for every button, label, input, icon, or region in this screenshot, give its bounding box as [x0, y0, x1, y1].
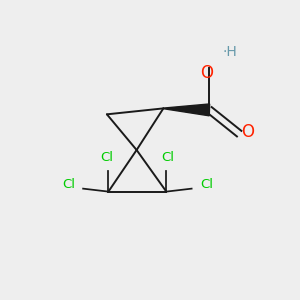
Text: ·H: ·H — [223, 45, 238, 59]
Text: Cl: Cl — [161, 151, 174, 164]
Text: O: O — [201, 64, 214, 82]
Polygon shape — [164, 104, 210, 116]
Text: Cl: Cl — [62, 178, 75, 191]
Text: Cl: Cl — [200, 178, 213, 191]
Text: Cl: Cl — [100, 151, 113, 164]
Text: O: O — [241, 123, 254, 141]
